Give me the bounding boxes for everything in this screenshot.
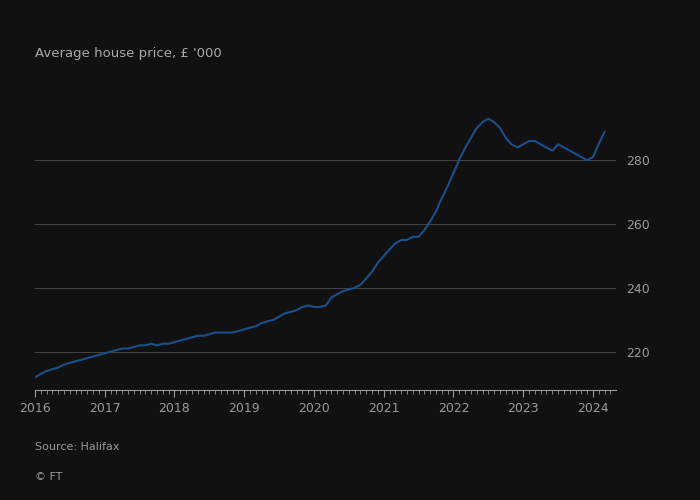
Text: © FT: © FT — [35, 472, 62, 482]
Text: Average house price, £ '000: Average house price, £ '000 — [35, 47, 222, 60]
Text: Source: Halifax: Source: Halifax — [35, 442, 120, 452]
